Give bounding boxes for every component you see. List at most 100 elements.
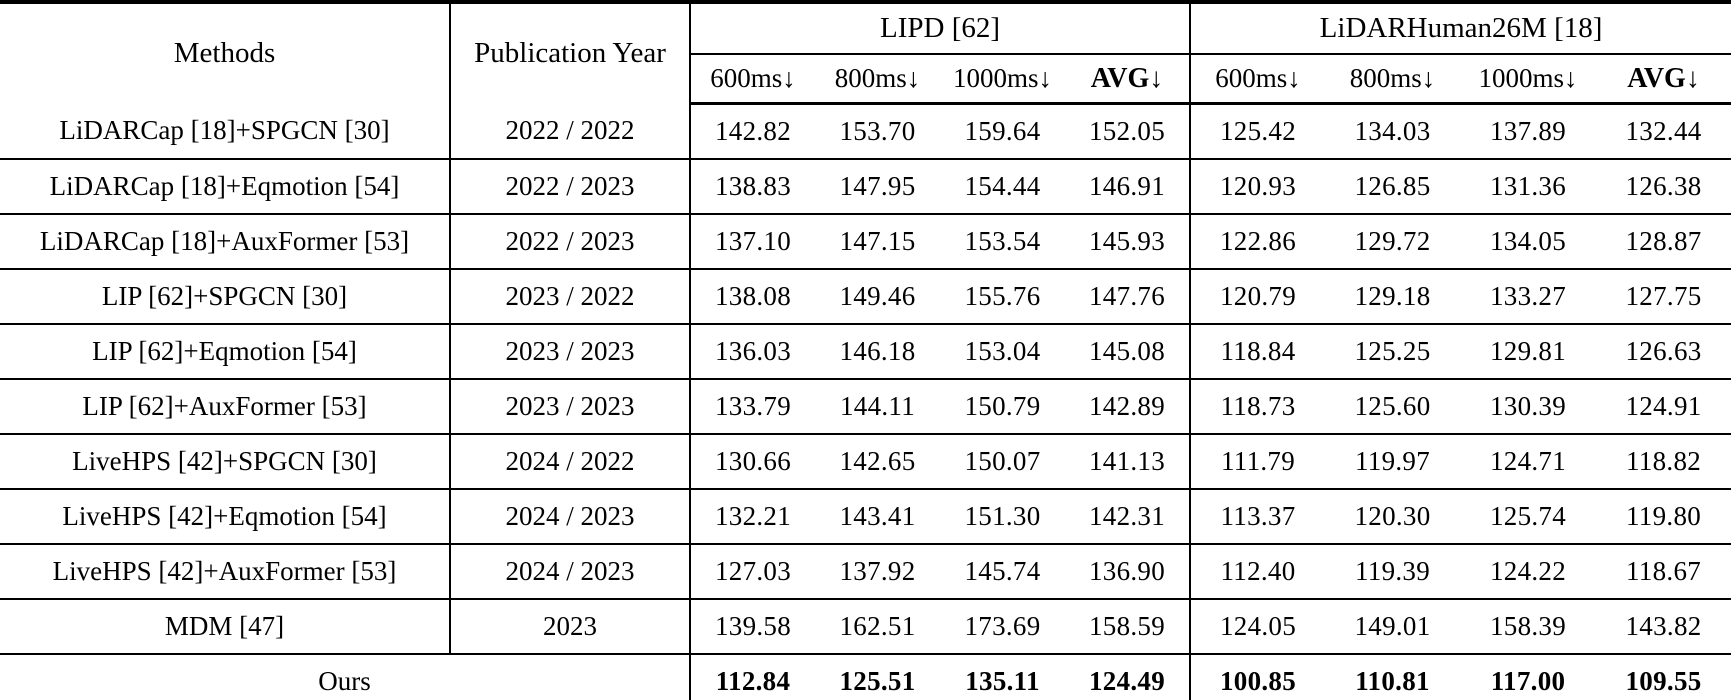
- metric-value-cell: 112.84: [689, 653, 815, 700]
- table-row: LIP [62]+Eqmotion [54] 2023 / 2023 136.03 1…: [0, 323, 1731, 379]
- metric-value-cell: 143.82: [1596, 598, 1731, 654]
- table-row: LiDARCap [18]+Eqmotion [54] 2022 / 2023 13…: [0, 158, 1731, 214]
- metric-value-cell: 126.38: [1596, 158, 1731, 214]
- metric-value-cell: 129.18: [1325, 268, 1461, 324]
- publication-year-cell: 2022 / 2023: [449, 213, 690, 269]
- table-row: LIP [62]+AuxFormer [53] 2023 / 2023 133.79…: [0, 378, 1731, 434]
- metric-value-cell: 137.92: [815, 543, 940, 599]
- publication-year-cell: 2024 / 2022: [449, 433, 690, 489]
- method-cell: LiDARCap [18]+AuxFormer [53]: [0, 213, 450, 269]
- publication-year-cell: 2024 / 2023: [449, 543, 690, 599]
- metric-value-cell: 111.79: [1189, 433, 1326, 489]
- subcolumn-header: 600ms↓: [1189, 54, 1326, 105]
- table-body: LiDARCap [18]+SPGCN [30] 2022 / 2022 142.8…: [0, 103, 1731, 700]
- metric-value-cell: 129.72: [1325, 213, 1461, 269]
- metric-value-cell: 125.51: [815, 653, 940, 700]
- metric-value-cell: 141.13: [1065, 433, 1191, 489]
- metric-value-cell: 100.85: [1189, 653, 1326, 700]
- metric-value-cell: 118.67: [1596, 543, 1731, 599]
- metric-value-cell: 120.79: [1189, 268, 1326, 324]
- metric-value-cell: 139.58: [689, 598, 815, 654]
- metric-value-cell: 137.89: [1489, 116, 1567, 146]
- method-cell: Ours: [0, 653, 690, 700]
- metric-value-cell: 153.04: [940, 323, 1065, 379]
- subcolumn-header: 1000ms↓: [940, 54, 1065, 105]
- metric-value-cell: 149.01: [1325, 598, 1461, 654]
- metric-value-cell: 112.40: [1189, 543, 1326, 599]
- metric-value-cell: 126.85: [1325, 158, 1461, 214]
- table-header: Methods Publication Year LIPD [62] LiDAR…: [0, 2, 1731, 105]
- metric-value-cell: 159.64: [964, 116, 1041, 146]
- metric-value-cell: 130.66: [689, 433, 815, 489]
- metric-value-cell: 142.89: [1065, 378, 1191, 434]
- metric-value-cell: 110.81: [1325, 653, 1461, 700]
- metric-value-cell: 131.36: [1460, 158, 1597, 214]
- metric-value-cell: 117.00: [1460, 653, 1597, 700]
- table-row: LiDARCap [18]+AuxFormer [53] 2022 / 2023 1…: [0, 213, 1731, 269]
- table-row: MDM [47] 2023 139.58 162.51 173.69 158.59 124.…: [0, 598, 1731, 654]
- metric-value-cell: 129.81: [1460, 323, 1597, 379]
- publication-year-cell: 2022 / 2022: [449, 103, 690, 159]
- publication-year-cell: 2023 / 2022: [449, 268, 690, 324]
- method-cell: MDM [47]: [0, 598, 450, 654]
- publication-year-cell: 2022 / 2023: [449, 158, 690, 214]
- table-row: LIP [62]+SPGCN [30] 2023 / 2022 138.08 149.…: [0, 268, 1731, 324]
- subcolumn-header: AVG↓: [1065, 54, 1191, 105]
- publication-year-cell: 2023 / 2023: [449, 323, 690, 379]
- metric-value-cell: 124.91: [1596, 378, 1731, 434]
- metric-value-cell: 155.76: [940, 268, 1065, 324]
- metric-value-cell: 147.76: [1065, 268, 1191, 324]
- metric-value-cell: 135.11: [940, 653, 1065, 700]
- metric-value-cell: 136.03: [689, 323, 815, 379]
- metric-value-cell: 126.63: [1596, 323, 1731, 379]
- metric-value-cell: 134.05: [1460, 213, 1597, 269]
- metric-value-cell: 142.31: [1065, 488, 1191, 544]
- method-cell: LiDARCap [18]+Eqmotion [54]: [0, 158, 450, 214]
- publication-year-cell: 2023 / 2023: [449, 378, 690, 434]
- publication-year-cell: 2024 / 2023: [449, 488, 690, 544]
- metric-value-cell: 154.44: [940, 158, 1065, 214]
- metric-value-cell: 153.70: [839, 116, 916, 146]
- method-cell: LiDARCap [18]+SPGCN [30]: [59, 115, 390, 146]
- subcolumn-header: 600ms↓: [689, 54, 815, 105]
- metric-value-cell: 145.74: [940, 543, 1065, 599]
- metric-value-cell: 144.11: [815, 378, 940, 434]
- metric-value-cell: 124.71: [1460, 433, 1597, 489]
- metric-value-cell: 143.41: [815, 488, 940, 544]
- metric-value-cell: 137.10: [689, 213, 815, 269]
- metric-value-cell: 138.08: [689, 268, 815, 324]
- metric-value-cell: 132.21: [689, 488, 815, 544]
- metric-value-cell: 127.03: [689, 543, 815, 599]
- metric-value-cell: 142.82: [689, 103, 815, 159]
- metric-value-cell: 119.39: [1325, 543, 1461, 599]
- metric-value-cell: 120.93: [1189, 158, 1326, 214]
- metric-value-cell: 162.51: [815, 598, 940, 654]
- metric-value-cell: 118.82: [1596, 433, 1731, 489]
- metric-value-cell: 133.79: [689, 378, 815, 434]
- metric-value-cell: 132.44: [1625, 116, 1702, 146]
- metric-value-cell: 145.08: [1065, 323, 1191, 379]
- subcolumn-header: 1000ms↓: [1460, 54, 1597, 105]
- method-cell: LIP [62]+SPGCN [30]: [0, 268, 450, 324]
- methods-column-header: Methods: [173, 37, 276, 70]
- metric-value-cell: 147.95: [815, 158, 940, 214]
- metric-value-cell: 158.59: [1065, 598, 1191, 654]
- publication-year-column-header: Publication Year: [449, 2, 690, 104]
- metric-value-cell: 158.39: [1460, 598, 1597, 654]
- metric-value-cell: 142.65: [815, 433, 940, 489]
- method-cell: LIP [62]+Eqmotion [54]: [0, 323, 450, 379]
- metric-value-cell: 146.91: [1065, 158, 1191, 214]
- metric-value-cell: 118.84: [1189, 323, 1326, 379]
- subcolumn-header: 800ms↓: [815, 54, 940, 105]
- metric-value-cell: 109.55: [1596, 653, 1731, 700]
- metric-value-cell: 150.07: [940, 433, 1065, 489]
- table-row: LiveHPS [42]+AuxFormer [53] 2024 / 2023 12…: [0, 543, 1731, 599]
- metric-value-cell: 138.83: [689, 158, 815, 214]
- table-row: Ours 112.84 125.51 135.11 124.49 100.85 110.81…: [0, 653, 1731, 700]
- metric-value-cell: 128.87: [1596, 213, 1731, 269]
- metric-value-cell: 119.97: [1325, 433, 1461, 489]
- metric-value-cell: 113.37: [1189, 488, 1326, 544]
- metric-value-cell: 149.46: [815, 268, 940, 324]
- subcolumn-header: 800ms↓: [1325, 54, 1461, 105]
